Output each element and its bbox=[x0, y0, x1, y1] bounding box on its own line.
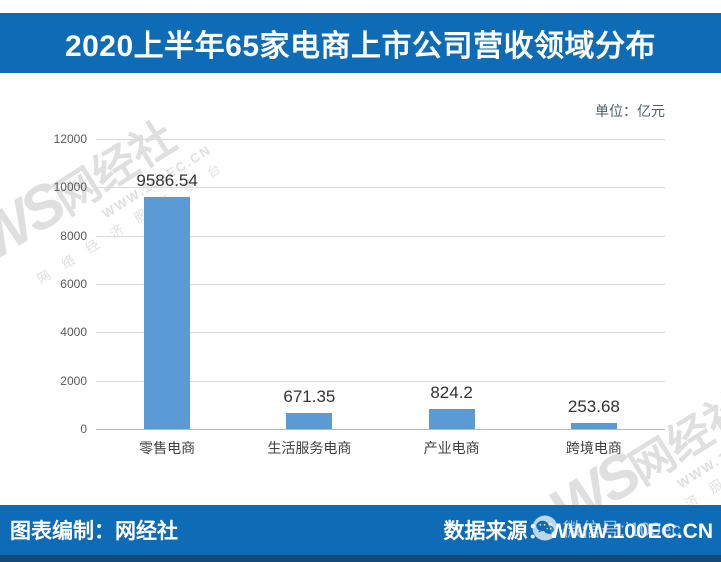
x-axis-category-label: 产业电商 bbox=[423, 440, 480, 456]
bar-跨境电商 bbox=[570, 422, 617, 429]
bar-value-label: 824.2 bbox=[430, 383, 473, 403]
unit-label: 单位：亿元 bbox=[595, 103, 665, 119]
y-axis-tick-label: 4000 bbox=[60, 325, 87, 340]
watermark-url: WWW.100EC.CN bbox=[674, 411, 721, 492]
x-axis-category-label: 生活服务电商 bbox=[267, 440, 352, 456]
bar-产业电商 bbox=[428, 409, 475, 429]
bar-零售电商 bbox=[144, 197, 191, 429]
y-axis-tick-label: 6000 bbox=[60, 277, 87, 291]
header-banner: 2020上半年65家电商上市公司营收领域分布 bbox=[0, 13, 721, 73]
wechat-icon bbox=[532, 515, 558, 541]
y-axis-tick-label: 12000 bbox=[53, 132, 87, 146]
page-title: 2020上半年65家电商上市公司营收领域分布 bbox=[64, 30, 657, 63]
footer-source: 数据来源：WWW.100EC.CN bbox=[443, 520, 713, 543]
footer-credit: 图表编制：网经社 bbox=[10, 520, 178, 543]
x-axis-category-label: 零售电商 bbox=[139, 440, 196, 456]
gridline bbox=[96, 139, 665, 140]
gridline bbox=[96, 380, 665, 382]
chart-region: WS网经社 WWW.100EC.CN 网 络 经 济 服 务 平 台 WS网经社… bbox=[0, 73, 721, 505]
y-axis-tick-label: 8000 bbox=[60, 228, 87, 243]
plot-area: 0 2000 4000 6000 8000 10000 12000 9586.54 零售电商 67… bbox=[54, 132, 665, 456]
y-axis-tick-label: 2000 bbox=[60, 373, 87, 388]
y-axis-tick-label: 0 bbox=[80, 422, 87, 436]
bar-value-label: 253.68 bbox=[567, 396, 620, 416]
wechat-overlay: 微信号:i100ec bbox=[532, 511, 681, 545]
gridline bbox=[96, 235, 665, 237]
x-axis-line bbox=[96, 429, 665, 430]
bar-value-label: 671.35 bbox=[283, 386, 336, 406]
gridline bbox=[96, 284, 665, 285]
footer-banner: 图表编制：网经社 数据来源：WWW.100EC.CN 微信号:i100ec bbox=[0, 505, 721, 555]
bar-value-label: 9586.54 bbox=[136, 171, 198, 191]
x-axis-category-label: 跨境电商 bbox=[565, 440, 622, 456]
bar-生活服务电商 bbox=[286, 412, 333, 429]
wechat-id-text: 微信号:i100ec bbox=[562, 519, 681, 541]
gridline bbox=[96, 187, 665, 189]
y-axis-tick-label: 10000 bbox=[53, 180, 87, 195]
gridline bbox=[96, 332, 665, 334]
bottom-accent-strip bbox=[0, 555, 721, 562]
